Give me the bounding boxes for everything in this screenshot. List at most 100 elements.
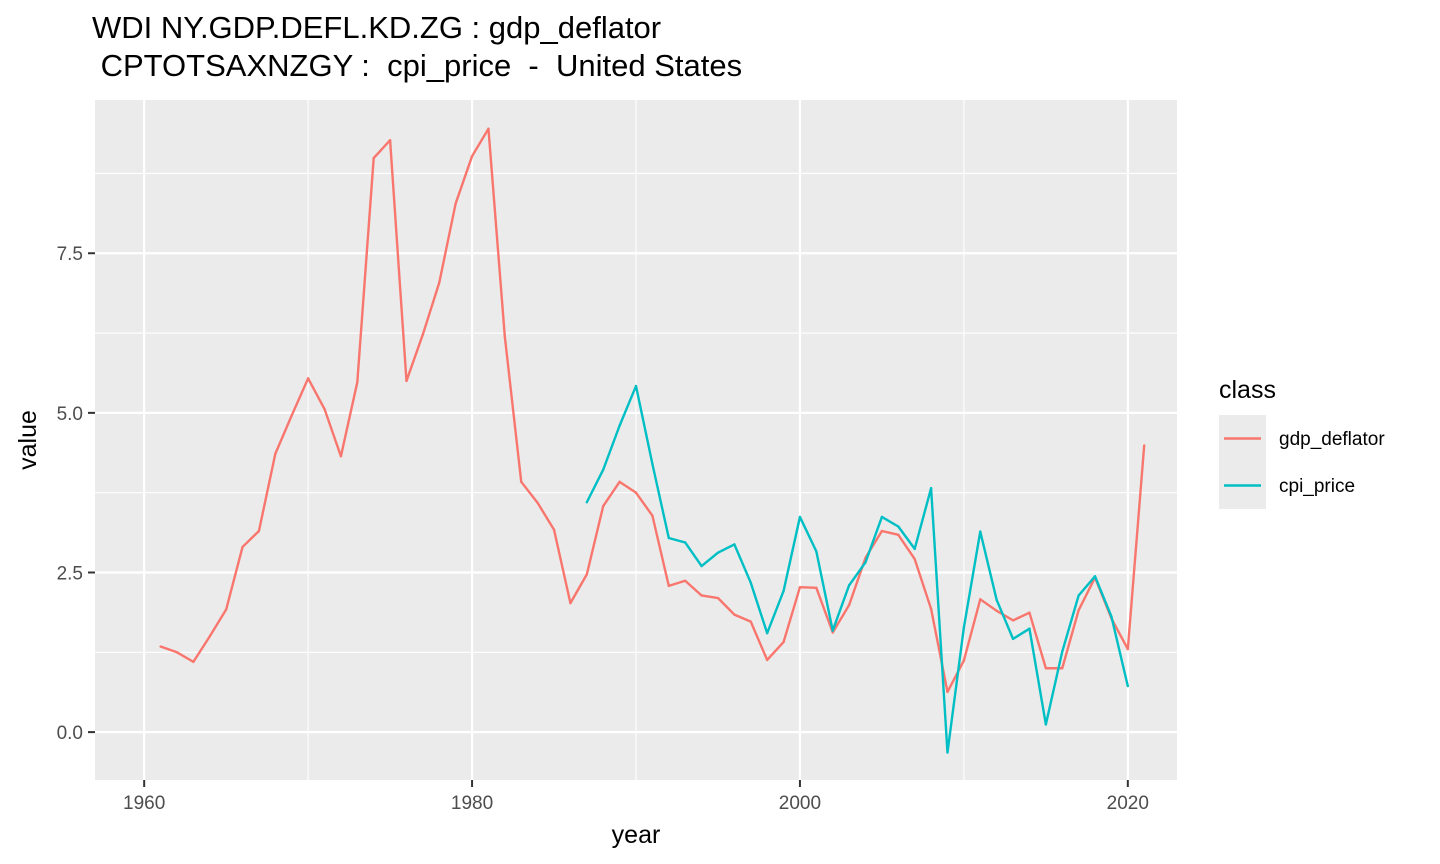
- data-point-gdp-deflator: [618, 480, 621, 484]
- data-point-cpi-price: [651, 462, 654, 466]
- data-point-gdp-deflator: [1011, 619, 1015, 622]
- data-point-cpi-price: [634, 384, 638, 388]
- data-point-cpi-price: [585, 501, 589, 504]
- data-point-gdp-deflator: [683, 579, 687, 582]
- data-point-gdp-deflator: [765, 658, 769, 662]
- data-point-cpi-price: [602, 468, 605, 471]
- legend-title: class: [1219, 376, 1276, 404]
- data-point-gdp-deflator: [946, 690, 949, 694]
- data-point-cpi-price: [1044, 723, 1048, 726]
- data-point-gdp-deflator: [552, 528, 556, 531]
- x-tick-label: 1960: [123, 793, 165, 814]
- data-point-cpi-price: [815, 550, 818, 553]
- series-layer: [159, 127, 1146, 754]
- data-point-gdp-deflator: [339, 455, 343, 458]
- data-point-gdp-deflator: [290, 414, 293, 417]
- data-point-gdp-deflator: [405, 379, 408, 383]
- data-point-gdp-deflator: [1143, 444, 1146, 447]
- data-point-gdp-deflator: [749, 620, 752, 623]
- data-point-gdp-deflator: [536, 501, 539, 505]
- y-tick-label: 2.5: [57, 563, 83, 584]
- y-tick-label: 5.0: [57, 404, 83, 425]
- legend-label-gdp-deflator: gdp_deflator: [1279, 429, 1385, 450]
- data-point-gdp-deflator: [716, 596, 720, 600]
- data-point-gdp-deflator: [388, 139, 392, 142]
- data-point-gdp-deflator: [651, 514, 654, 517]
- data-point-gdp-deflator: [831, 631, 834, 634]
- data-point-cpi-price: [1028, 627, 1031, 630]
- data-point-gdp-deflator: [667, 584, 670, 588]
- data-point-cpi-price: [765, 631, 769, 635]
- data-point-gdp-deflator: [847, 603, 851, 607]
- data-point-gdp-deflator: [224, 608, 228, 611]
- grid-minor: [95, 100, 1177, 780]
- data-point-gdp-deflator: [241, 545, 244, 549]
- x-tick-label: 1980: [451, 793, 493, 814]
- data-point-gdp-deflator: [815, 586, 818, 590]
- data-point-gdp-deflator: [257, 529, 261, 533]
- data-point-cpi-price: [782, 589, 785, 593]
- data-point-gdp-deflator: [602, 504, 605, 508]
- data-point-cpi-price: [913, 547, 916, 551]
- data-point-gdp-deflator: [569, 601, 572, 605]
- data-point-cpi-price: [864, 561, 867, 564]
- data-point-cpi-price: [831, 629, 834, 632]
- data-point-gdp-deflator: [798, 585, 802, 589]
- legend: class gdp_deflator cpi_price: [1219, 376, 1385, 509]
- data-point-gdp-deflator: [356, 381, 359, 384]
- data-point-cpi-price: [946, 751, 949, 754]
- y-tick-label: 7.5: [57, 244, 83, 265]
- data-point-gdp-deflator: [421, 333, 425, 336]
- data-point-gdp-deflator: [192, 660, 195, 664]
- data-point-gdp-deflator: [929, 607, 933, 611]
- grid-major: [95, 100, 1177, 780]
- data-point-cpi-price: [847, 584, 851, 587]
- data-point-cpi-price: [897, 525, 900, 528]
- y-axis-title: value: [14, 410, 42, 470]
- chart-subtitle: CPTOTSAXNZGY : cpi_price - United States: [92, 48, 742, 83]
- data-point-gdp-deflator: [175, 651, 179, 654]
- data-point-cpi-price: [1011, 637, 1015, 641]
- axis-ticks: [88, 252, 1129, 787]
- data-point-gdp-deflator: [979, 598, 982, 601]
- data-point-gdp-deflator: [700, 594, 703, 597]
- data-point-cpi-price: [979, 530, 982, 533]
- data-point-gdp-deflator: [470, 154, 474, 158]
- data-point-gdp-deflator: [454, 202, 457, 205]
- data-point-gdp-deflator: [1044, 667, 1048, 670]
- data-point-gdp-deflator: [782, 640, 785, 644]
- data-point-gdp-deflator: [1028, 611, 1031, 614]
- data-point-gdp-deflator: [274, 452, 277, 455]
- data-point-cpi-price: [1110, 615, 1113, 618]
- y-tick-label: 0.0: [57, 723, 83, 744]
- x-axis-title: year: [612, 821, 661, 849]
- data-point-gdp-deflator: [733, 613, 736, 616]
- data-point-gdp-deflator: [323, 407, 326, 411]
- legend-label-cpi-price: cpi_price: [1279, 476, 1355, 497]
- data-point-gdp-deflator: [1126, 647, 1130, 651]
- data-point-gdp-deflator: [634, 491, 638, 494]
- x-tick-label: 2020: [1107, 793, 1149, 814]
- data-point-cpi-price: [716, 551, 720, 554]
- data-point-gdp-deflator: [1077, 608, 1080, 612]
- data-point-gdp-deflator: [503, 335, 507, 339]
- data-point-gdp-deflator: [306, 377, 310, 380]
- y-tick-labels: 0.0 2.5 5.0 7.5: [57, 244, 83, 744]
- x-tick-label: 2000: [779, 793, 821, 814]
- data-point-cpi-price: [683, 541, 687, 544]
- data-point-cpi-price: [1093, 575, 1097, 578]
- data-point-cpi-price: [1126, 684, 1130, 688]
- data-point-cpi-price: [700, 564, 703, 568]
- data-point-gdp-deflator: [208, 635, 211, 638]
- x-tick-labels: 1960 1980 2000 2020: [123, 793, 1149, 814]
- data-point-gdp-deflator: [372, 156, 375, 160]
- data-point-gdp-deflator: [585, 573, 589, 576]
- data-point-cpi-price: [962, 626, 966, 629]
- data-point-cpi-price: [618, 424, 621, 427]
- data-point-cpi-price: [798, 515, 802, 519]
- data-point-gdp-deflator: [520, 480, 523, 484]
- data-point-gdp-deflator: [995, 609, 998, 612]
- data-point-gdp-deflator: [159, 645, 162, 648]
- data-point-cpi-price: [995, 598, 998, 602]
